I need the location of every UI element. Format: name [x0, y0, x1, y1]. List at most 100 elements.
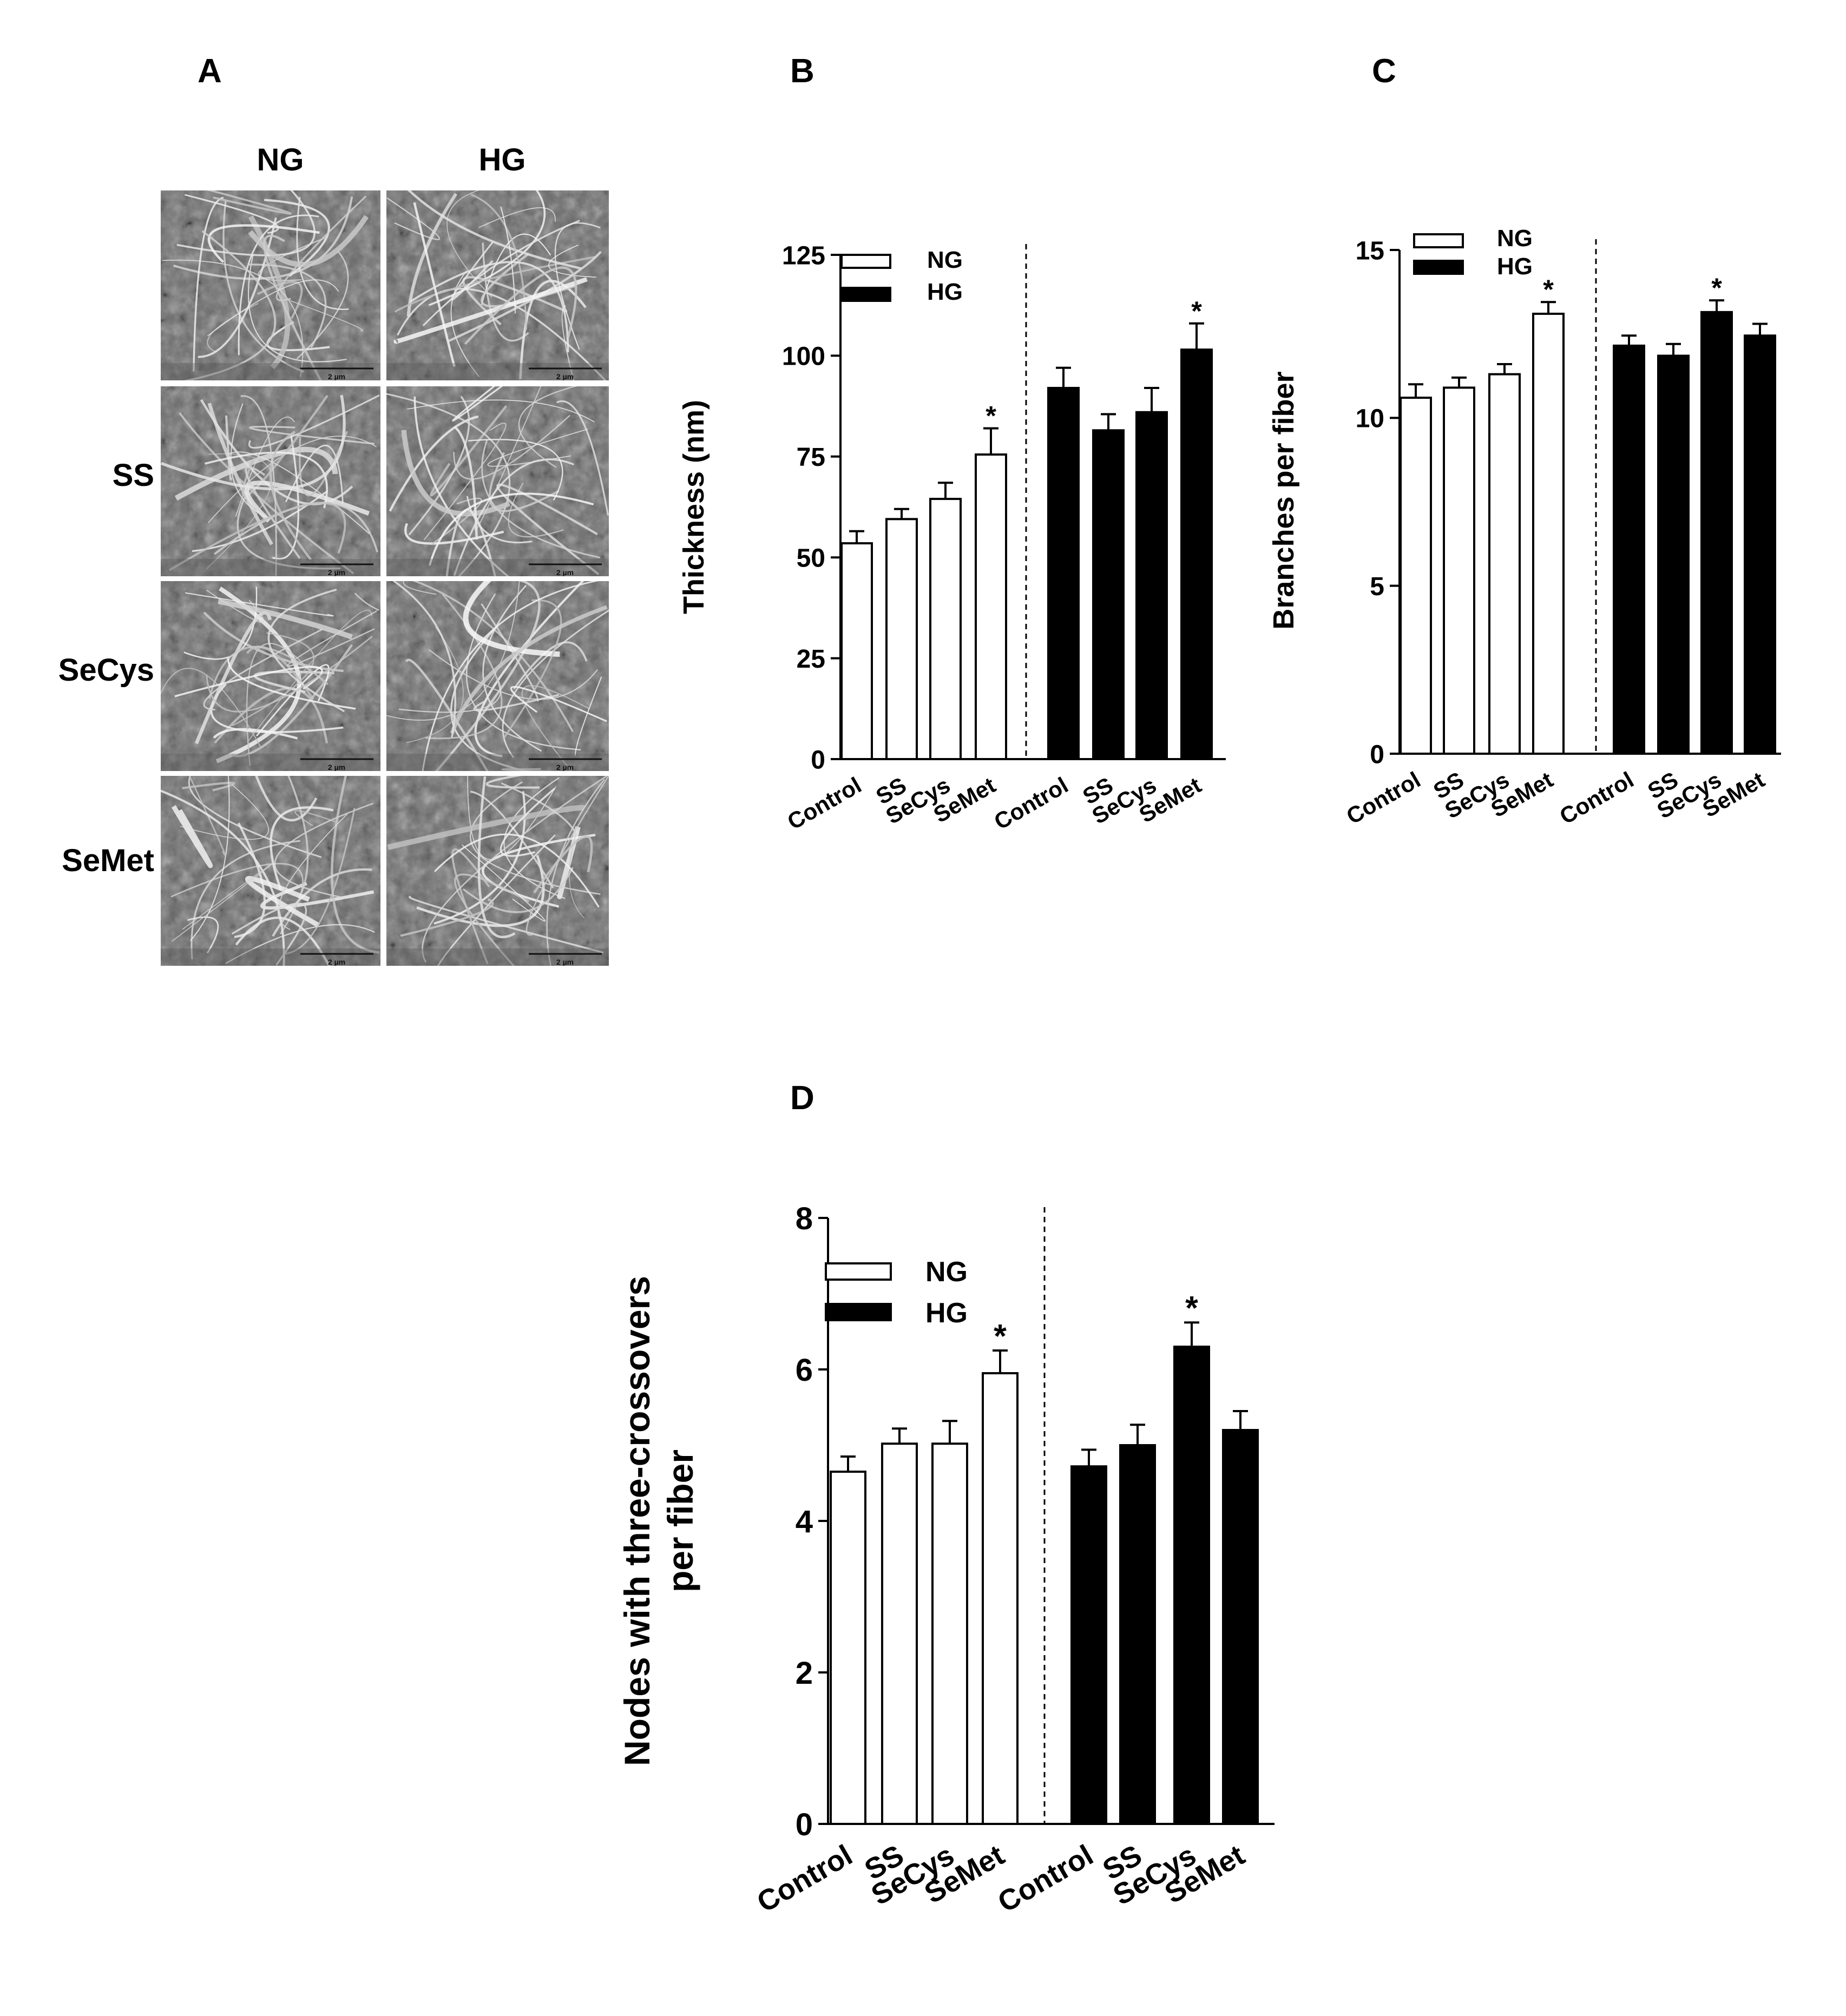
sem-texture [160, 580, 382, 772]
bar-ng-control [840, 542, 873, 760]
sem-fiber [463, 580, 560, 657]
y-tick-label: 8 [796, 1201, 813, 1236]
sem-fiber [299, 431, 348, 497]
y-tick-label: 0 [1370, 740, 1384, 769]
sem-fiber [272, 868, 372, 937]
sem-fiber [487, 429, 588, 467]
y-tick-label: 4 [796, 1504, 813, 1539]
sem-fiber [406, 627, 464, 743]
bar-ng-ss [1443, 386, 1475, 755]
sem-fiber [433, 833, 600, 908]
sem-fiber [519, 280, 587, 379]
sem-fiber [207, 279, 339, 337]
scale-bar-label: 2 µm [556, 568, 574, 577]
x-tick-label: Control [1342, 767, 1425, 829]
sem-info-strip [385, 948, 610, 967]
sem-image-border [384, 188, 611, 383]
sem-fiber [225, 415, 233, 481]
legend-label-hg: HG [927, 279, 963, 305]
sem-fiber [575, 676, 602, 756]
y-axis-title: per fiber [660, 1450, 700, 1592]
sem-fiber [500, 206, 516, 314]
significance-marker: * [1191, 295, 1202, 326]
sem-fiber [249, 425, 375, 445]
sem-fiber [406, 193, 458, 317]
significance-marker: * [986, 400, 996, 431]
sem-fiber [473, 694, 560, 711]
sem-fibers [385, 580, 610, 772]
panel-label-c: C [1372, 52, 1396, 90]
bar-hg-secys [1700, 311, 1733, 755]
sem-fiber [513, 641, 588, 690]
sem-fiber [465, 593, 581, 751]
sem-fiber [294, 810, 336, 827]
sem-fiber [227, 658, 356, 710]
y-tick-label: 25 [797, 645, 825, 674]
legend-label-hg: HG [1497, 253, 1533, 280]
sem-fiber [569, 834, 585, 919]
sem-fiber [207, 436, 377, 524]
legend-swatch-ng [840, 254, 891, 269]
sem-fiber [203, 628, 323, 711]
sem-info-strip [385, 754, 610, 772]
sem-fiber [405, 658, 490, 772]
bar-hg-semet [1222, 1429, 1259, 1825]
y-tick-label: 0 [796, 1807, 813, 1842]
scale-bar-label: 2 µm [328, 372, 345, 381]
sem-image-border [159, 774, 383, 968]
bar-hg-semet [1180, 348, 1213, 760]
sem-image-r2-c1: 2 µm [159, 384, 383, 578]
bar-hg-control [1070, 1465, 1107, 1825]
sem-info-strip [385, 363, 610, 381]
sem-fiber [429, 492, 594, 566]
significance-marker: * [1185, 1289, 1198, 1326]
sem-fiber [385, 393, 511, 577]
sem-fiber [386, 197, 441, 240]
sem-image-border [384, 774, 611, 968]
sem-fiber [202, 189, 292, 215]
sem-fiber [422, 775, 607, 963]
sem-fiber [263, 234, 323, 381]
y-tick-label: 5 [1370, 572, 1384, 601]
sem-fiber [188, 775, 226, 857]
legend-swatch-hg [840, 287, 891, 302]
sem-image-r3-c1: 2 µm [159, 579, 383, 773]
sem-fiber [270, 806, 334, 891]
sem-fiber [546, 779, 605, 967]
sem-fiber [207, 224, 320, 263]
panel-label-b: B [790, 52, 814, 90]
sem-fiber [208, 645, 329, 700]
sem-fiber [392, 580, 456, 738]
legend-swatch-ng [825, 1262, 892, 1281]
row-label-semet: SeMet [62, 843, 154, 878]
sem-fiber [452, 385, 504, 422]
sem-fiber [160, 789, 285, 967]
sem-fiber [190, 775, 230, 941]
sem-fiber [354, 592, 379, 611]
bar-hg-ss [1092, 429, 1125, 760]
sem-fiber [235, 917, 331, 967]
sem-fiber [462, 867, 574, 913]
bar-hg-semet [1744, 334, 1776, 755]
sem-fiber [171, 805, 213, 868]
sem-fiber [403, 580, 437, 595]
x-tick-label: Control [1555, 767, 1638, 829]
bar-ng-control [830, 1471, 866, 1825]
bar-ng-secys [931, 1442, 968, 1825]
sem-fiber [182, 781, 235, 792]
legend-label-hg: HG [925, 1297, 968, 1329]
sem-fiber [225, 924, 375, 964]
sem-image-border [384, 384, 611, 578]
sem-fiber [450, 270, 479, 377]
sem-fiber [248, 255, 347, 363]
sem-image-border [159, 188, 383, 383]
sem-fiber [525, 775, 610, 936]
sem-fiber [385, 580, 520, 721]
sem-fiber [477, 776, 516, 938]
sem-fiber [470, 790, 554, 888]
panel-a-micrograph-grid: NG HG SS SeCys SeMet 2 µm 2 µm 2 µm 2 µm 2 µ… [58, 142, 611, 968]
bar-hg-control [1047, 387, 1080, 760]
sem-fiber [413, 202, 456, 367]
chart-nodes-per-fiber: 0 2 4 6 8 Nodes with three-crossovers per fibe… [617, 1201, 1275, 1919]
